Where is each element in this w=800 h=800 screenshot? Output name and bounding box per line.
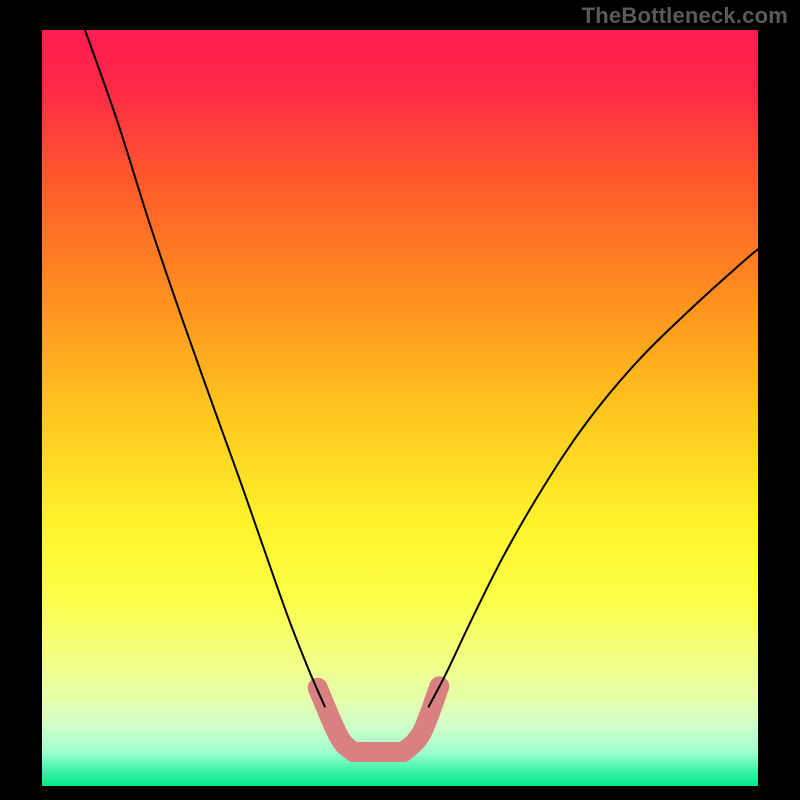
plot-area: [42, 30, 758, 786]
chart-container: TheBottleneck.com: [0, 0, 800, 800]
watermark-text: TheBottleneck.com: [582, 3, 788, 29]
gradient-background: [42, 30, 758, 786]
